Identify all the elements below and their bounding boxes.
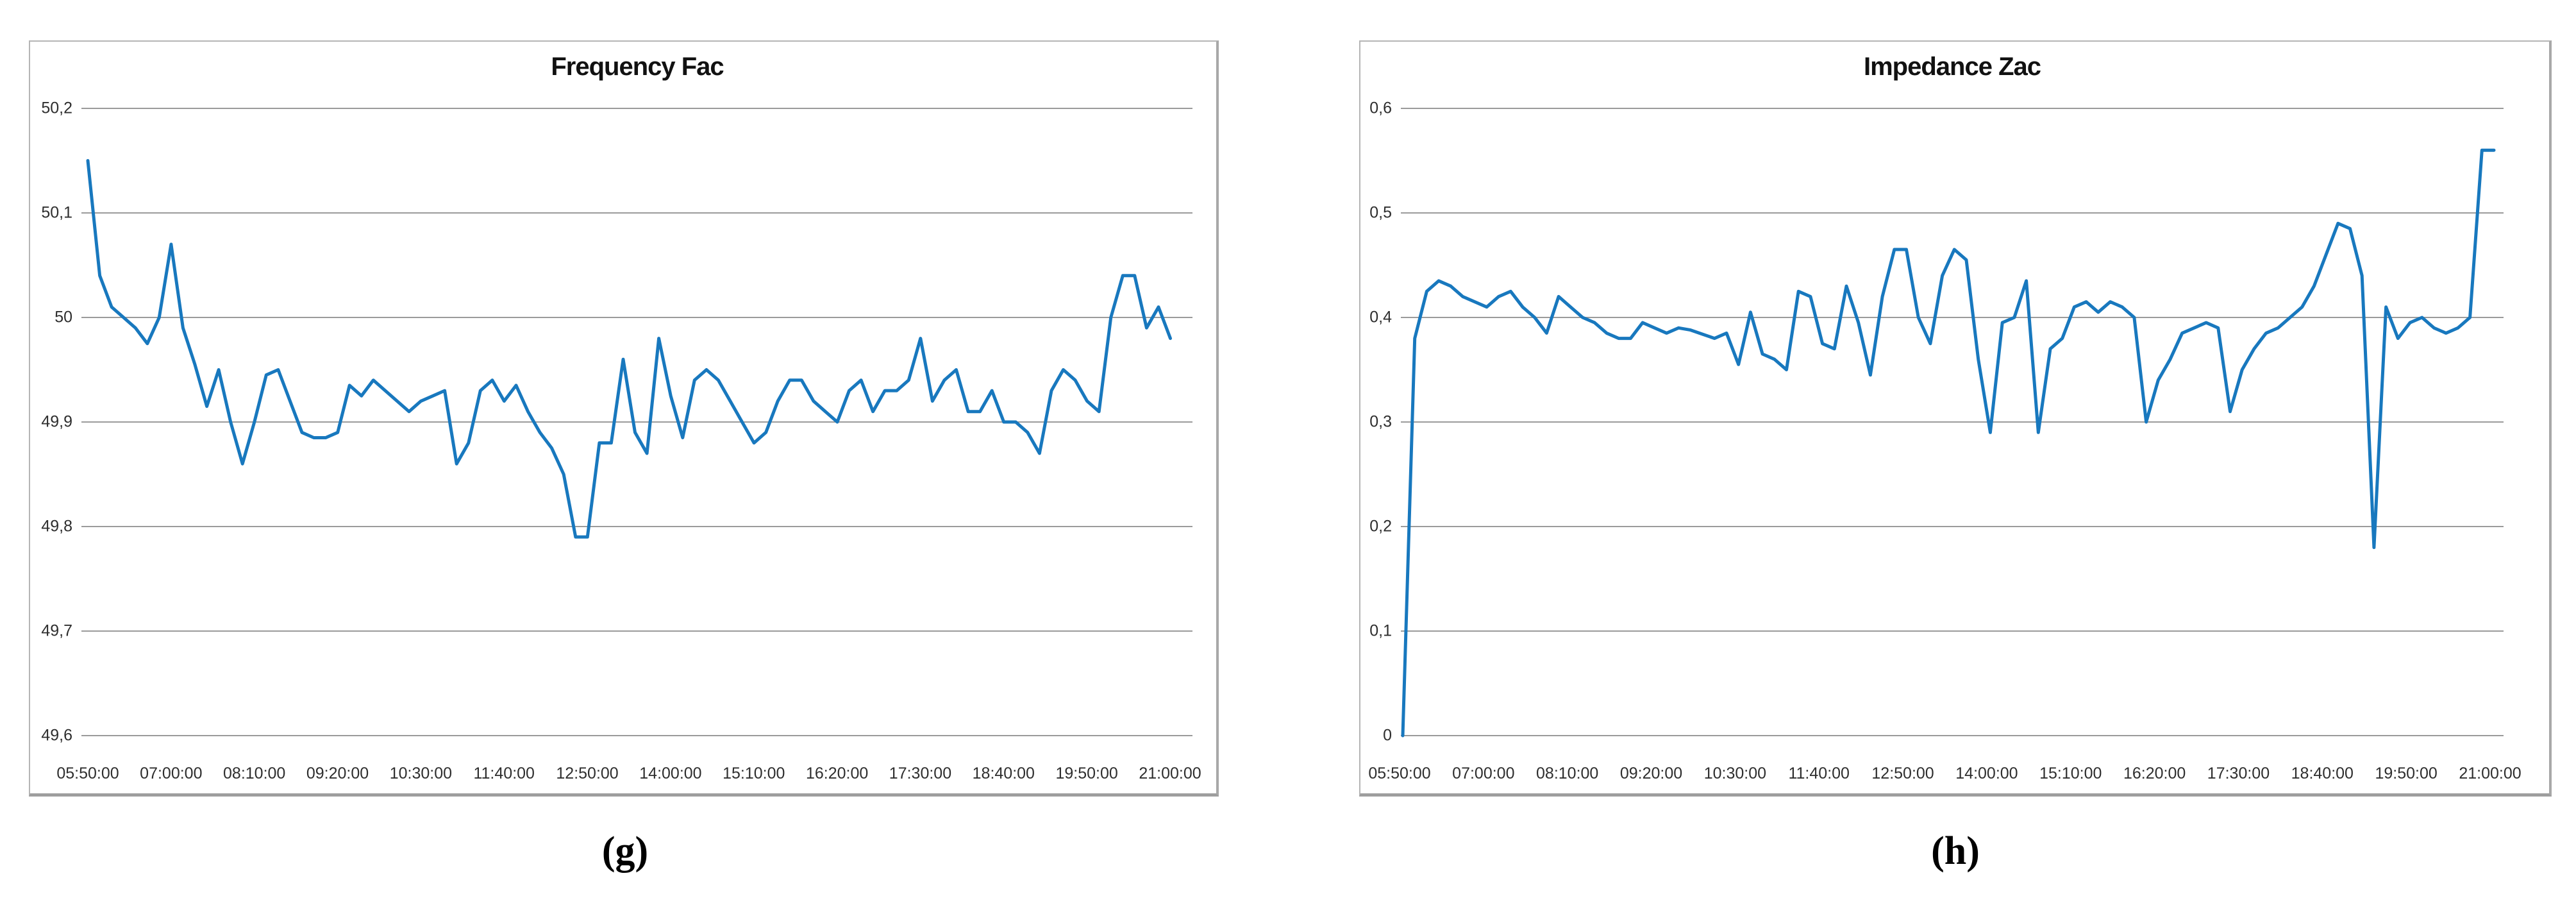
x-tick-label: 15:10:00 (723, 764, 785, 782)
x-tick-label: 11:40:00 (1788, 764, 1850, 782)
impedance-chart-frame (1359, 40, 2552, 797)
frequency-chart-frame (29, 40, 1219, 797)
panel-label-g: (g) (601, 829, 649, 873)
x-tick-label: 21:00:00 (1139, 764, 1201, 782)
x-tick-label: 09:20:00 (306, 764, 369, 782)
x-tick-label: 09:20:00 (1619, 764, 1683, 782)
x-tick-label: 17:30:00 (2207, 764, 2270, 782)
y-tick-label: 50,1 (41, 203, 72, 222)
x-tick-label: 10:30:00 (389, 764, 453, 782)
frequency-chart-title: Frequency Fac (551, 53, 724, 81)
y-tick-label: 0 (1383, 726, 1392, 745)
y-tick-label: 49,6 (41, 726, 72, 745)
y-tick-label: 0,4 (1369, 308, 1392, 326)
x-tick-label: 21:00:00 (2459, 764, 2522, 782)
x-tick-label: 18:40:00 (972, 764, 1035, 782)
x-tick-label: 19:50:00 (1055, 764, 1118, 782)
y-tick-label: 0,5 (1369, 203, 1392, 222)
x-tick-label: 18:40:00 (2291, 764, 2354, 782)
y-tick-label: 50 (54, 308, 72, 326)
y-tick-label: 49,7 (41, 621, 72, 640)
x-tick-label: 15:10:00 (2039, 764, 2102, 782)
x-tick-label: 12:50:00 (1871, 764, 1934, 782)
y-tick-label: 0,2 (1369, 517, 1392, 536)
panel-label-h: (h) (1931, 829, 1980, 873)
x-tick-label: 19:50:00 (2375, 764, 2438, 782)
y-tick-label: 50,2 (41, 99, 72, 117)
y-tick-label: 0,1 (1369, 621, 1392, 640)
x-tick-label: 11:40:00 (473, 764, 535, 782)
x-tick-label: 05:50:00 (1368, 764, 1431, 782)
x-tick-label: 08:10:00 (1536, 764, 1599, 782)
data-series-line (86, 159, 1172, 539)
y-tick-label: 0,3 (1369, 412, 1392, 431)
y-tick-label: 49,8 (41, 517, 72, 536)
y-tick-label: 0,6 (1369, 99, 1392, 117)
data-series-line (1401, 148, 2496, 738)
x-tick-label: 16:20:00 (2123, 764, 2186, 782)
x-tick-label: 07:00:00 (140, 764, 203, 782)
x-tick-label: 14:00:00 (1955, 764, 2018, 782)
x-tick-label: 16:20:00 (805, 764, 869, 782)
x-tick-label: 12:50:00 (556, 764, 619, 782)
x-tick-label: 10:30:00 (1703, 764, 1767, 782)
x-tick-label: 07:00:00 (1452, 764, 1515, 782)
y-tick-label: 49,9 (41, 412, 72, 431)
impedance-chart-title: Impedance Zac (1863, 53, 2041, 81)
x-tick-label: 14:00:00 (639, 764, 702, 782)
x-tick-label: 05:50:00 (56, 764, 119, 782)
x-tick-label: 08:10:00 (223, 764, 286, 782)
x-tick-label: 17:30:00 (889, 764, 952, 782)
